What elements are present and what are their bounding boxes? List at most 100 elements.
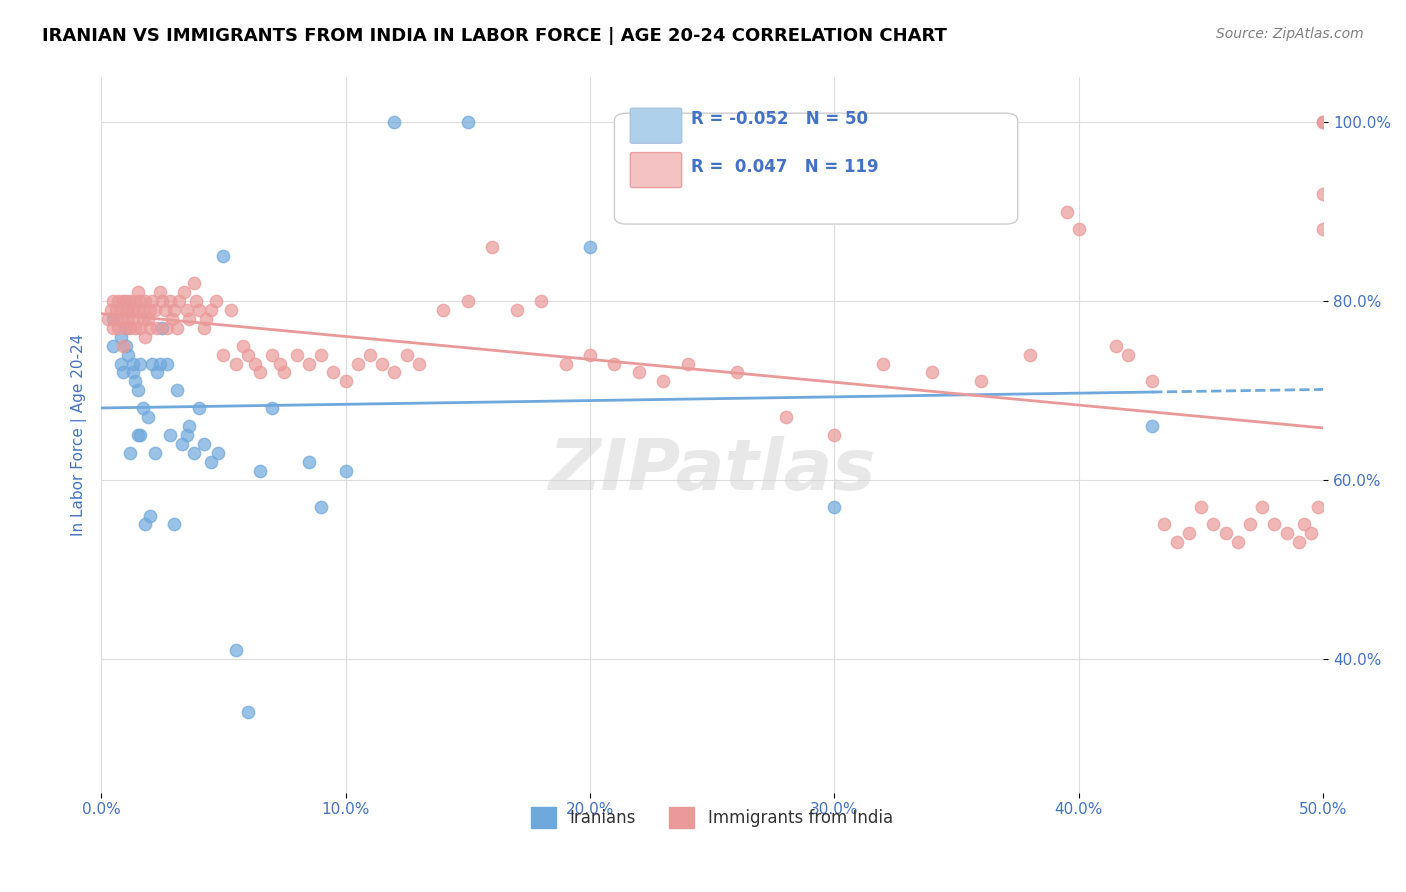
Point <box>195 311 218 326</box>
Point <box>371 357 394 371</box>
Point <box>120 320 142 334</box>
Point <box>170 437 193 451</box>
Point <box>104 311 127 326</box>
Point <box>141 357 163 371</box>
Point <box>823 500 845 514</box>
Point <box>249 366 271 380</box>
Point <box>139 302 162 317</box>
Point <box>322 366 344 380</box>
Point <box>124 320 146 334</box>
Point <box>122 366 145 380</box>
Point <box>212 249 235 263</box>
Point <box>1140 419 1163 434</box>
Point <box>127 384 149 398</box>
Point <box>775 410 797 425</box>
Point <box>505 302 527 317</box>
Point <box>183 276 205 290</box>
Point <box>1215 526 1237 541</box>
Point <box>122 357 145 371</box>
Point <box>603 357 626 371</box>
Point <box>103 311 125 326</box>
Point <box>160 311 183 326</box>
Point <box>166 320 188 334</box>
Point <box>232 338 254 352</box>
Point <box>1067 222 1090 236</box>
Point <box>131 302 153 317</box>
Point <box>122 302 145 317</box>
Point <box>1312 186 1334 201</box>
Point <box>186 293 208 308</box>
Point <box>187 302 209 317</box>
Point <box>335 464 357 478</box>
Point <box>156 357 179 371</box>
Text: R =  0.047   N = 119: R = 0.047 N = 119 <box>692 158 879 176</box>
Point <box>384 366 406 380</box>
Point <box>193 320 215 334</box>
Point <box>269 357 291 371</box>
Point <box>110 302 132 317</box>
Point <box>107 320 129 334</box>
Point <box>114 293 136 308</box>
Point <box>579 348 602 362</box>
Point <box>384 115 406 129</box>
Point <box>285 348 308 362</box>
Point <box>652 375 675 389</box>
Point <box>163 302 186 317</box>
Point <box>143 446 166 460</box>
Point <box>335 375 357 389</box>
Point <box>117 302 139 317</box>
Point <box>359 348 381 362</box>
Point <box>219 302 242 317</box>
Point <box>176 428 198 442</box>
Point <box>103 338 125 352</box>
Point <box>1153 517 1175 532</box>
Point <box>243 357 266 371</box>
Point <box>205 293 228 308</box>
FancyBboxPatch shape <box>630 153 682 187</box>
Point <box>1019 348 1042 362</box>
Text: ZIPatlas: ZIPatlas <box>548 436 876 505</box>
Point <box>103 293 125 308</box>
Point <box>200 455 222 469</box>
Text: IRANIAN VS IMMIGRANTS FROM INDIA IN LABOR FORCE | AGE 20-24 CORRELATION CHART: IRANIAN VS IMMIGRANTS FROM INDIA IN LABO… <box>42 27 948 45</box>
Point <box>1251 500 1274 514</box>
Point <box>207 446 229 460</box>
Point <box>100 302 122 317</box>
Point <box>173 285 195 299</box>
Point <box>166 384 188 398</box>
Point <box>1178 526 1201 541</box>
Point <box>159 293 181 308</box>
Point <box>124 375 146 389</box>
Point <box>309 500 332 514</box>
Point <box>114 338 136 352</box>
Point <box>1312 115 1334 129</box>
Point <box>120 446 142 460</box>
Point <box>432 302 454 317</box>
Point <box>725 366 748 380</box>
Point <box>249 464 271 478</box>
Point <box>309 348 332 362</box>
Point <box>627 366 650 380</box>
Point <box>408 357 430 371</box>
Point <box>183 446 205 460</box>
Point <box>127 302 149 317</box>
Point <box>143 302 166 317</box>
Point <box>1288 535 1310 549</box>
Point <box>481 240 503 254</box>
Point <box>139 508 162 523</box>
Point <box>120 293 142 308</box>
Point <box>1312 115 1334 129</box>
Point <box>114 320 136 334</box>
Point <box>124 293 146 308</box>
Point <box>179 311 201 326</box>
Point <box>676 357 699 371</box>
Point <box>1140 375 1163 389</box>
Point <box>1202 517 1225 532</box>
Point <box>110 329 132 343</box>
Point <box>150 320 173 334</box>
Point <box>554 357 576 371</box>
Point <box>127 428 149 442</box>
Point <box>176 302 198 317</box>
Point <box>112 366 135 380</box>
Point <box>395 348 418 362</box>
